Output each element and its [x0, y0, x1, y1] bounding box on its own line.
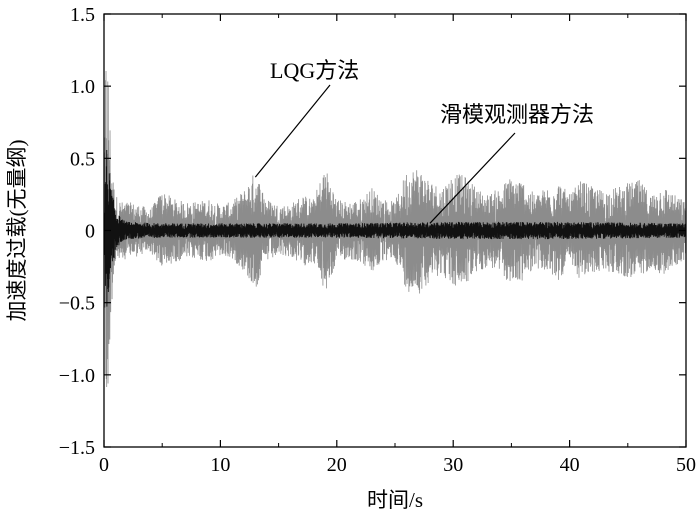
y-tick-label: −0.5 [59, 293, 95, 315]
x-tick-label: 30 [443, 454, 463, 476]
x-tick-label: 40 [560, 454, 580, 476]
y-tick-label: 1.5 [70, 4, 95, 26]
annotation-sliding-mode: 滑模观测器方法 [440, 102, 594, 127]
x-tick-label: 50 [676, 454, 696, 476]
y-tick-label: −1.0 [59, 365, 95, 387]
annotation-lqg: LQG方法 [270, 58, 359, 83]
x-tick-label: 20 [327, 454, 347, 476]
y-tick-label: 0 [85, 221, 95, 243]
y-axis-label: 加速度过载(无量纲) [5, 140, 29, 322]
annotation-leader-lqg [254, 84, 331, 178]
annotation-leader-sliding-mode [429, 132, 516, 224]
y-tick-label: 1.0 [70, 76, 95, 98]
series-layer [103, 71, 687, 388]
x-tick-label: 10 [210, 454, 230, 476]
series-line-sliding-mode [103, 150, 687, 307]
x-tick-label: 0 [99, 454, 109, 476]
ticks-layer: 0 10 20 30 40 50 −1.5 −1.0 −0.5 0 0.5 1.0 1.5 [59, 4, 696, 476]
y-tick-label: 0.5 [70, 148, 95, 170]
x-axis-label: 时间/s [367, 488, 423, 512]
y-tick-label: −1.5 [59, 437, 95, 459]
